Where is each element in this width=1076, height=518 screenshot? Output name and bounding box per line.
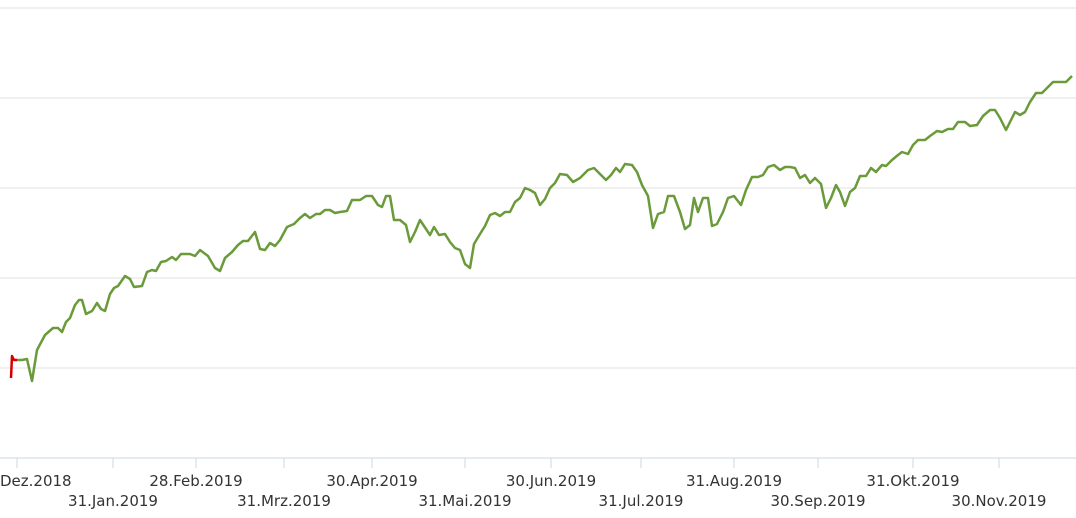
x-tick-label: 31.Jul.2019 [599, 492, 684, 510]
x-tick-label: 31.Aug.2019 [686, 472, 782, 490]
x-tick-label: 30.Apr.2019 [326, 472, 417, 490]
x-tick-label: 31.Mrz.2019 [237, 492, 331, 510]
x-tick-label: 31.Okt.2019 [866, 472, 959, 490]
x-tick-label: 30.Jun.2019 [506, 472, 596, 490]
x-tick-label: 30.Nov.2019 [952, 492, 1047, 510]
data-line [9, 354, 17, 379]
x-tick-label: 28.Feb.2019 [149, 472, 242, 490]
x-tick-label: Dez.2018 [0, 472, 72, 490]
x-tick-label: 31.Mai.2019 [418, 492, 511, 510]
x-tick-label: 31.Jan.2019 [68, 492, 158, 510]
x-tick-label: 30.Sep.2019 [770, 492, 865, 510]
data-line [17, 75, 1073, 383]
